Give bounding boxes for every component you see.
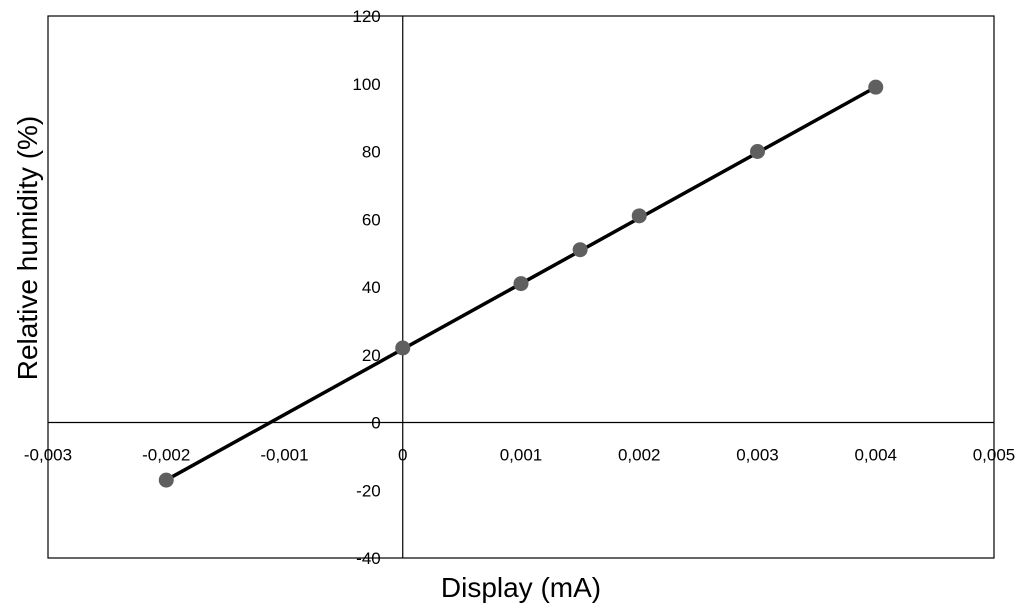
points-group xyxy=(158,79,884,488)
data-point xyxy=(158,472,174,488)
y-tick-label: -20 xyxy=(356,481,381,500)
x-axis-title: Display (mA) xyxy=(441,572,601,603)
x-tick-label: 0,001 xyxy=(500,446,543,465)
y-tick-label: 40 xyxy=(362,278,381,297)
data-point xyxy=(750,144,765,159)
x-tick-label: 0,004 xyxy=(854,446,897,465)
y-tick-label: 0 xyxy=(371,414,380,433)
x-tick-label: -0,001 xyxy=(260,446,308,465)
data-point xyxy=(572,242,588,258)
plot-frame xyxy=(47,15,995,559)
axes xyxy=(48,16,994,558)
x-tick-label: 0,003 xyxy=(736,446,779,465)
y-tick-label: 80 xyxy=(362,143,381,162)
data-point xyxy=(513,276,529,292)
y-tick-label: -40 xyxy=(356,549,381,568)
x-tick-label: 0,002 xyxy=(618,446,661,465)
y-tick-label: 20 xyxy=(362,346,381,365)
tick-labels: -0,003 -0,002 -0,001 0 0,001 0,002 0,003 0,004 0… xyxy=(24,7,1015,568)
data-point xyxy=(631,208,647,224)
y-tick-label: 100 xyxy=(352,75,380,94)
x-tick-label: -0,003 xyxy=(24,446,72,465)
x-tick-label: 0,005 xyxy=(973,446,1016,465)
x-tick-label: 0 xyxy=(398,446,407,465)
data-point xyxy=(868,79,884,95)
y-axis-title: Relative humidity (%) xyxy=(12,116,43,381)
y-tick-label: 60 xyxy=(362,210,381,229)
x-tick-label: -0,002 xyxy=(142,446,190,465)
y-tick-label: 120 xyxy=(352,7,380,26)
data-point xyxy=(395,340,411,356)
